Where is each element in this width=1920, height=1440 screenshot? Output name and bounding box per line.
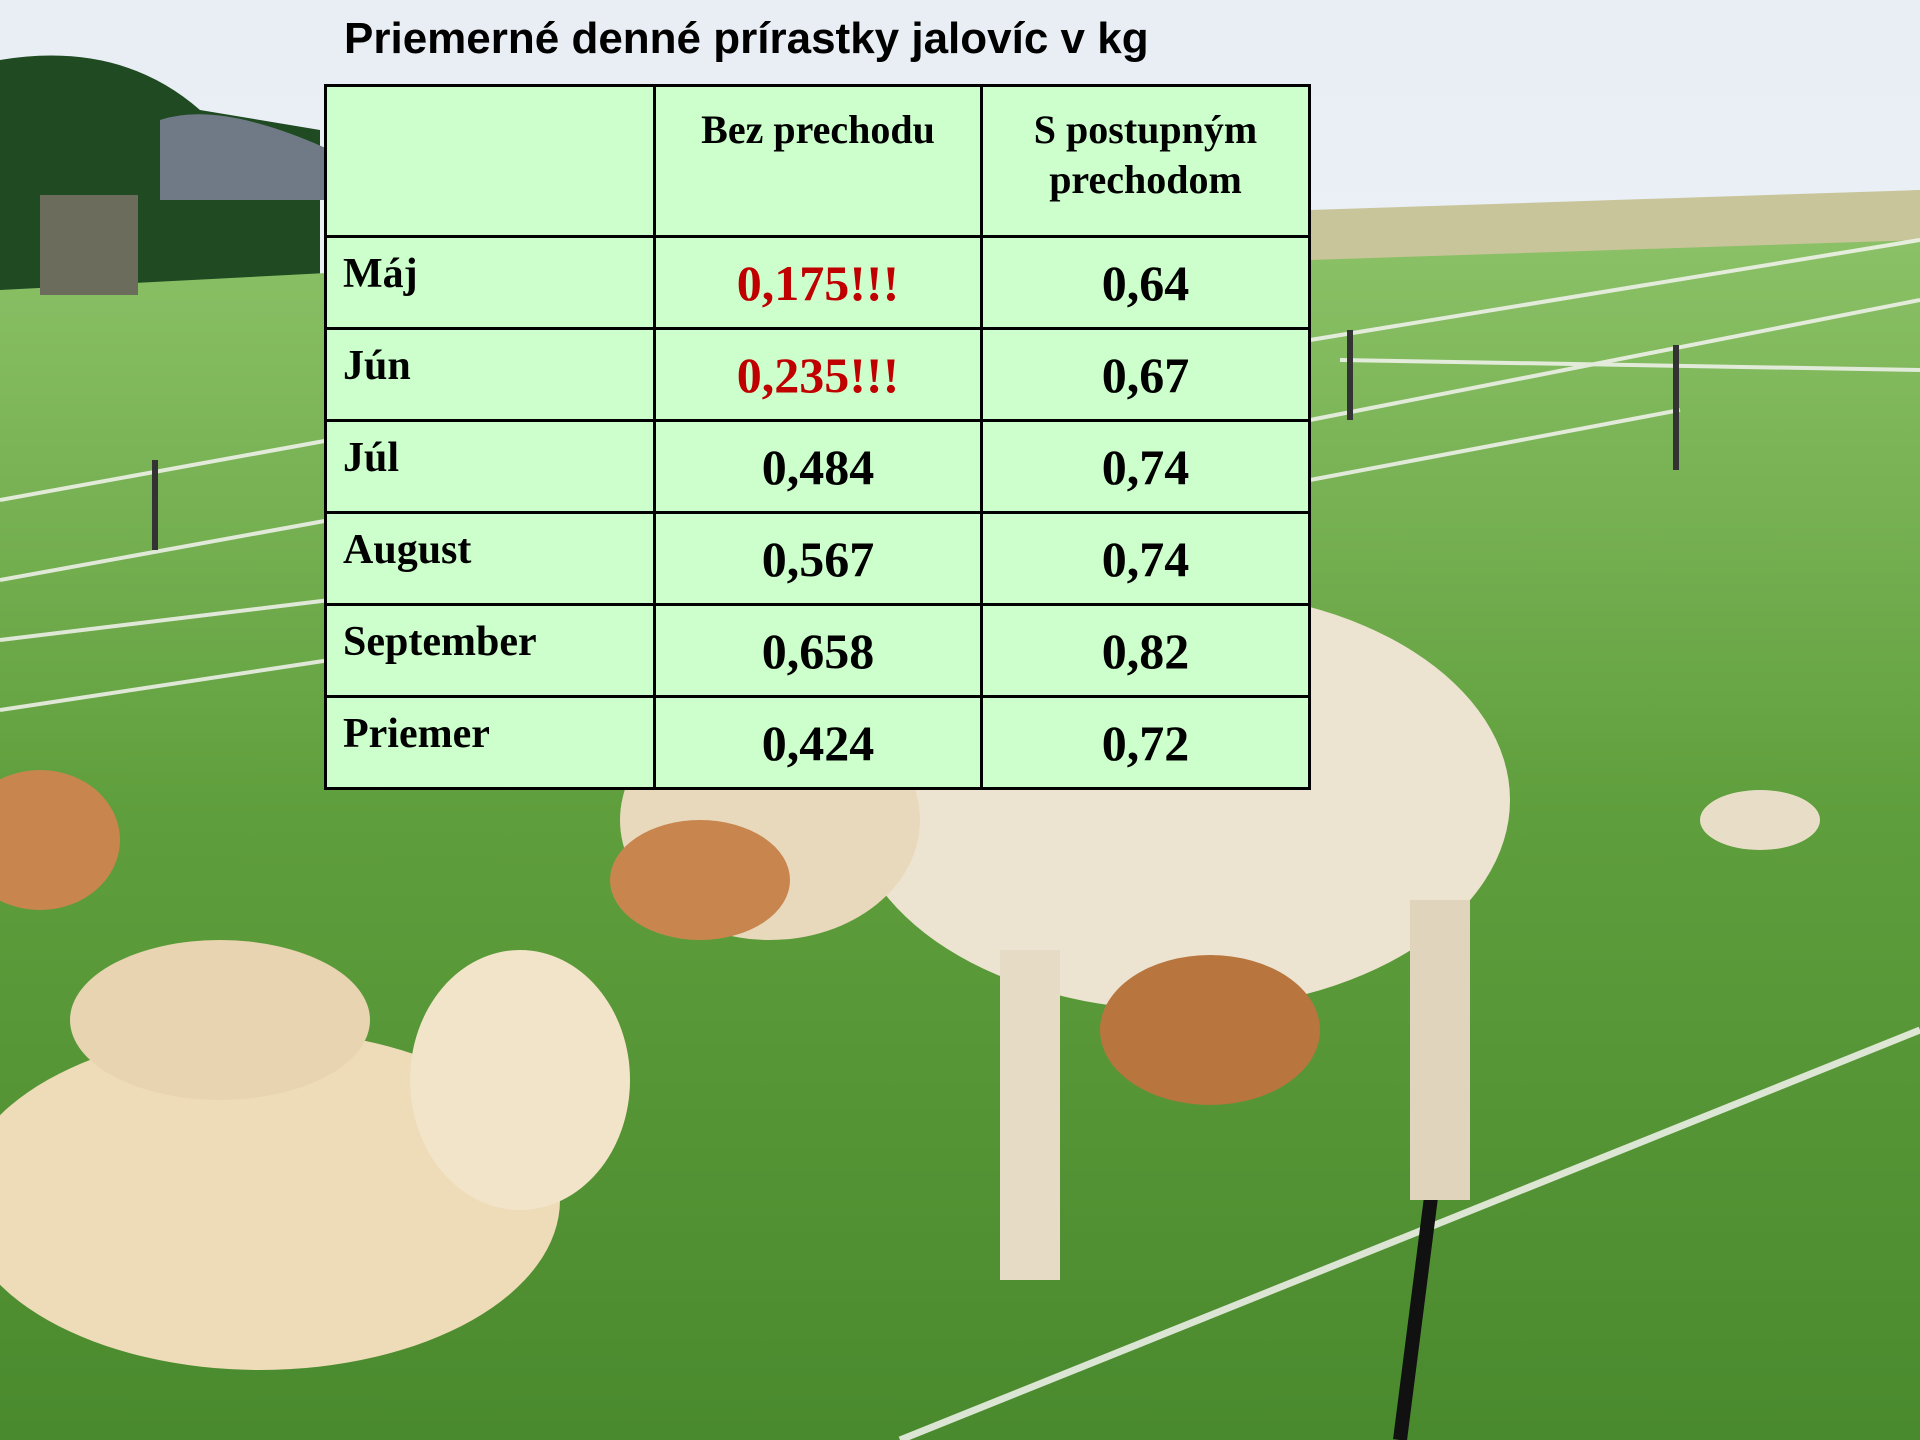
table-row: Priemer 0,424 0,72	[324, 695, 1311, 790]
cell: 0,64	[980, 235, 1311, 330]
cell: 0,74	[980, 419, 1311, 514]
cell: 0,424	[653, 695, 983, 790]
table-row: August 0,567 0,74	[324, 511, 1311, 606]
cell: 0,67	[980, 327, 1311, 422]
row-label: Máj	[324, 235, 656, 330]
cell: 0,567	[653, 511, 983, 606]
header-cell: S postupným prechodom	[980, 84, 1311, 238]
cell: 0,235!!!	[653, 327, 983, 422]
table-row: Jún 0,235!!! 0,67	[324, 327, 1311, 422]
cell: 0,175!!!	[653, 235, 983, 330]
row-label: Priemer	[324, 695, 656, 790]
header-cell	[324, 84, 656, 238]
cell: 0,658	[653, 603, 983, 698]
cell: 0,74	[980, 511, 1311, 606]
header-cell: Bez prechodu	[653, 84, 983, 238]
header-row: Bez prechodu S postupným prechodom	[324, 84, 1311, 238]
row-label: September	[324, 603, 656, 698]
cell: 0,82	[980, 603, 1311, 698]
table-row: Máj 0,175!!! 0,64	[324, 235, 1311, 330]
row-label: Júl	[324, 419, 656, 514]
table-row: Júl 0,484 0,74	[324, 419, 1311, 514]
table-row: September 0,658 0,82	[324, 603, 1311, 698]
cell: 0,72	[980, 695, 1311, 790]
slide-title: Priemerné denné prírastky jalovíc v kg	[344, 14, 1149, 63]
row-label: Jún	[324, 327, 656, 422]
data-table: Bez prechodu S postupným prechodom Máj 0…	[324, 84, 1311, 790]
row-label: August	[324, 511, 656, 606]
cell: 0,484	[653, 419, 983, 514]
